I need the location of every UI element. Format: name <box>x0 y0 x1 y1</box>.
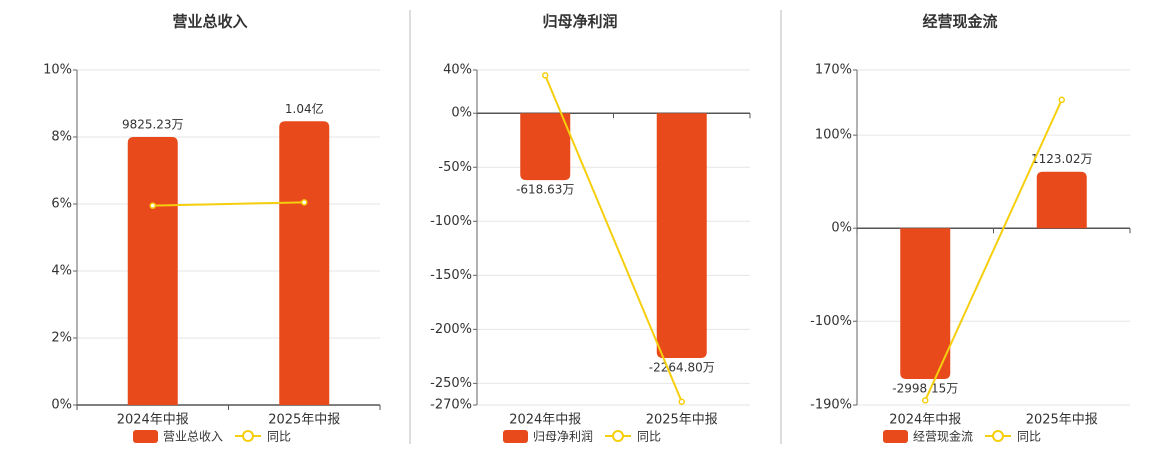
y-tick-label: 2% <box>51 331 72 346</box>
bar <box>520 113 571 181</box>
y-tick-label: -250% <box>430 376 472 391</box>
y-tick-label: 0% <box>831 221 852 236</box>
bar-label: 9825.23万 <box>122 117 184 131</box>
legend-label: 经营现金流 <box>913 429 973 444</box>
line-point <box>922 397 929 404</box>
y-tick-label: -200% <box>430 322 472 337</box>
bar <box>900 228 951 380</box>
y-tick-label: 4% <box>51 264 72 279</box>
y-tick-label: -190% <box>810 398 852 413</box>
line-point <box>678 398 685 406</box>
x-tick-label: 2025年中报 <box>1026 413 1098 428</box>
bar <box>656 113 707 358</box>
y-tick-label: -50% <box>438 160 472 175</box>
y-tick-label: 0% <box>451 106 472 121</box>
legend-label: 营业总收入 <box>163 430 223 444</box>
y-tick-label: -100% <box>810 314 852 329</box>
legend-label: 同比 <box>1017 430 1041 444</box>
line <box>544 75 683 403</box>
legend-swatch <box>883 430 908 443</box>
line-point <box>301 199 308 206</box>
y-tick-label: 170% <box>815 63 852 78</box>
y-tick-label: 100% <box>815 128 852 143</box>
chart-title: 营业总收入 <box>172 13 247 31</box>
line-point <box>1058 96 1065 104</box>
y-tick-label: -270% <box>430 398 472 413</box>
legend-label: 同比 <box>637 430 661 444</box>
x-tick-label: 2024年中报 <box>509 413 581 428</box>
bar-label: -2264.80万 <box>649 360 715 374</box>
bar <box>279 121 330 405</box>
bar <box>1036 171 1087 229</box>
line-point <box>542 72 549 79</box>
legend-label: 归母净利润 <box>533 430 593 444</box>
x-tick-label: 2025年中报 <box>268 413 340 428</box>
legend-marker <box>242 430 254 442</box>
y-tick-label: 40% <box>443 63 472 78</box>
legend-swatch <box>133 430 158 443</box>
bar <box>127 136 178 406</box>
bar-label: 1.04亿 <box>285 101 324 116</box>
y-tick-label: 8% <box>51 130 72 145</box>
line-point <box>149 202 156 209</box>
bar-label: 1123.02万 <box>1031 152 1093 166</box>
x-tick-label: 2024年中报 <box>889 413 961 428</box>
legend-marker <box>612 430 624 442</box>
y-tick-label: 6% <box>51 197 72 212</box>
line <box>924 99 1063 401</box>
line <box>152 201 305 207</box>
legend-marker <box>992 430 1004 442</box>
chart-title: 经营现金流 <box>922 13 997 31</box>
x-tick-label: 2024年中报 <box>117 413 189 428</box>
y-tick-label: -150% <box>430 268 472 283</box>
legend-swatch <box>503 430 528 443</box>
bar-label: -618.63万 <box>516 183 574 197</box>
x-tick-label: 2025年中报 <box>646 413 718 428</box>
bar-label: -2998.15万 <box>892 382 958 396</box>
chart-title: 归母净利润 <box>542 13 617 31</box>
legend-label: 同比 <box>267 430 291 444</box>
y-tick-label: -100% <box>430 214 472 229</box>
y-tick-label: 10% <box>43 63 72 78</box>
y-tick-label: 0% <box>51 398 72 413</box>
